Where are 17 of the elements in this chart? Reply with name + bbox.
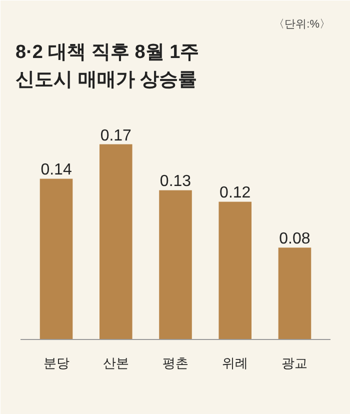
x-tick-label: 분당: [43, 356, 70, 370]
data-label: 0.12: [220, 184, 251, 202]
data-label: 0.14: [40, 162, 72, 179]
data-label: 0.13: [160, 173, 192, 190]
bar: [99, 144, 132, 340]
chart-title: 8·2 대책 직후 8월 1주 신도시 매매가 상승률: [16, 42, 200, 90]
x-tick-label: 광교: [282, 356, 308, 370]
bar: [40, 178, 73, 340]
text: 〈단위:%〉: [274, 18, 331, 30]
x-tick-label: 위례: [222, 356, 248, 370]
data-label: 0.17: [100, 127, 132, 144]
x-tick-label: 산본: [102, 356, 129, 370]
bar: [218, 202, 252, 340]
bar: [278, 248, 312, 340]
data-label: 0.08: [279, 230, 310, 248]
bar: [159, 190, 192, 340]
x-tick-label: 평촌: [162, 356, 188, 370]
